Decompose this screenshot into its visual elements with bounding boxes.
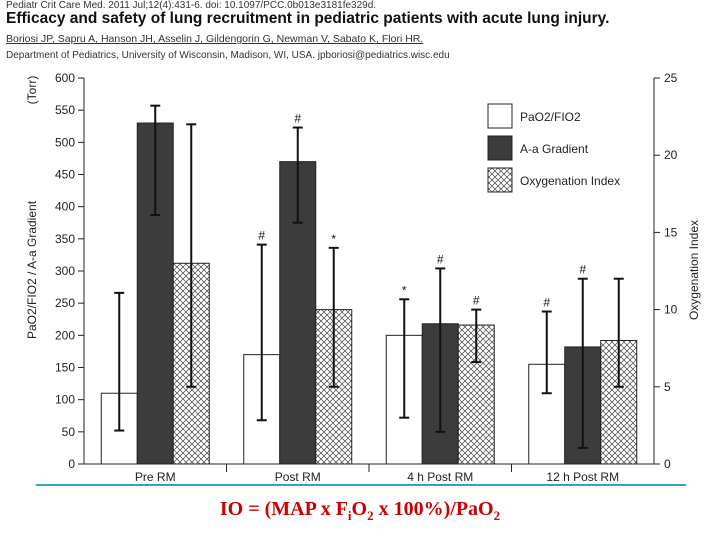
formula-fi-sub: i	[347, 508, 352, 523]
significance-marker: *	[402, 283, 407, 297]
legend-label: A-a Gradient	[520, 142, 589, 156]
left-tick-label: 600	[55, 71, 75, 85]
citation-title: Efficacy and safety of lung recruitment …	[6, 10, 610, 27]
significance-marker: #	[258, 229, 265, 243]
legend-label: PaO2/FIO2	[520, 110, 581, 124]
formula-o: O	[351, 498, 368, 520]
left-tick-label: 100	[55, 393, 75, 407]
left-axis-label: PaO2/FIO2 / A-a Gradient	[25, 200, 39, 339]
formula-pao2-sub: 2	[493, 508, 501, 523]
left-tick-label: 450	[55, 168, 75, 182]
right-tick-label: 20	[664, 148, 678, 162]
citation-authors[interactable]: Boriosi JP, Sapru A, Hanson JH, Asselin …	[6, 33, 424, 45]
category-label: 4 h Post RM	[407, 470, 473, 484]
significance-marker: #	[294, 112, 301, 126]
legend-swatch	[487, 103, 513, 129]
right-tick-label: 0	[664, 457, 671, 471]
legend-swatch	[487, 135, 513, 161]
formula-lhs: IO = (MAP x F	[219, 498, 348, 520]
citation-journal: Pediatr Crit Care Med. 2011 Jul;12(4):43…	[6, 0, 377, 11]
category-label: Post RM	[275, 470, 321, 484]
formula-rest: x 100%)/PaO	[373, 498, 494, 520]
category-label: Pre RM	[135, 470, 176, 484]
right-tick-label: 10	[664, 303, 678, 317]
left-tick-label: 550	[55, 103, 75, 117]
right-tick-label: 15	[664, 225, 678, 239]
left-axis-unit: (Torr)	[25, 76, 39, 105]
significance-marker: #	[579, 263, 586, 277]
category-label: 12 h Post RM	[546, 470, 619, 484]
left-tick-label: 50	[62, 425, 76, 439]
citation-department: Department of Pediatrics, University of …	[6, 50, 450, 61]
left-tick-label: 200	[55, 328, 75, 342]
left-tick-label: 300	[55, 264, 75, 278]
legend-label: Oxygenation Index	[520, 174, 620, 188]
divider-line	[36, 484, 686, 486]
left-tick-label: 250	[55, 296, 75, 310]
left-tick-label: 150	[55, 361, 75, 375]
left-tick-label: 0	[68, 457, 75, 471]
oxygenation-index-formula: IO = (MAP x FiO2 x 100%)/PaO2	[0, 498, 720, 524]
significance-marker: *	[331, 232, 336, 246]
left-tick-label: 400	[55, 200, 75, 214]
right-tick-label: 5	[664, 380, 671, 394]
legend-swatch	[487, 167, 513, 193]
formula-o2-sub: 2	[367, 508, 374, 523]
left-tick-label: 500	[55, 135, 75, 149]
significance-marker: #	[543, 296, 550, 310]
significance-marker: #	[437, 252, 444, 266]
significance-marker: #	[473, 294, 480, 308]
right-axis-label: Oxygenation Index	[687, 220, 701, 320]
left-tick-label: 350	[55, 232, 75, 246]
right-tick-label: 25	[664, 71, 678, 85]
